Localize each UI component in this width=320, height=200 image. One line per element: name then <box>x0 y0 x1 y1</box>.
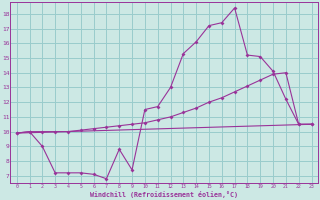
X-axis label: Windchill (Refroidissement éolien,°C): Windchill (Refroidissement éolien,°C) <box>90 191 238 198</box>
